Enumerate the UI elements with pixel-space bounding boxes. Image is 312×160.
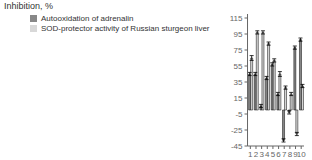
svg-text:-5: -5 [235, 110, 243, 119]
html-text:Autooxidation of adrenalin: Autooxidation of adrenalin [41, 14, 134, 23]
svg-text:8: 8 [288, 150, 293, 159]
svg-text:35: 35 [234, 78, 243, 87]
svg-text:4: 4 [265, 150, 270, 159]
svg-text:15: 15 [234, 94, 243, 103]
svg-text:95: 95 [234, 30, 243, 39]
html-text:Inhibition, %: Inhibition, % [4, 1, 53, 11]
svg-text:55: 55 [234, 62, 243, 71]
svg-text:2: 2 [254, 150, 259, 159]
svg-text:3: 3 [259, 150, 264, 159]
svg-text:1: 1 [248, 150, 253, 159]
svg-text:115: 115 [230, 14, 243, 23]
svg-text:5: 5 [271, 150, 276, 159]
svg-text:10: 10 [297, 150, 304, 159]
svg-text:6: 6 [276, 150, 281, 159]
svg-text:75: 75 [234, 46, 243, 55]
svg-text:-45: -45 [231, 142, 243, 151]
svg-text:-25: -25 [231, 126, 243, 135]
svg-text:7: 7 [282, 150, 287, 159]
html-text:SOD-protector activity of Russ: SOD-protector activity of Russian sturge… [41, 24, 210, 33]
